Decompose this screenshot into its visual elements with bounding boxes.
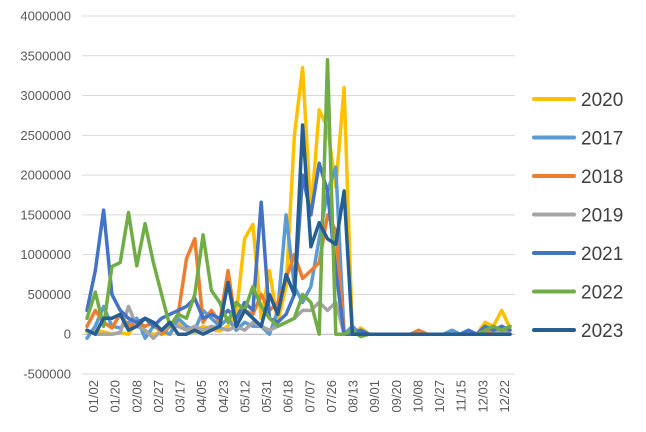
y-tick-label: -500000 bbox=[23, 367, 71, 382]
x-tick-label: 01/02 bbox=[86, 380, 101, 413]
x-tick-label: 07/26 bbox=[324, 380, 339, 413]
x-tick-label: 02/27 bbox=[151, 380, 166, 413]
x-tick-label: 09/01 bbox=[367, 380, 382, 413]
legend-label-2017: 2017 bbox=[581, 129, 623, 150]
y-tick-label: 2500000 bbox=[20, 128, 71, 143]
legend-label-2020: 2020 bbox=[581, 90, 623, 111]
x-tick-label: 04/23 bbox=[216, 380, 231, 413]
series-line-2023 bbox=[85, 123, 512, 336]
x-tick-label: 08/13 bbox=[346, 380, 361, 413]
x-tick-label: 05/31 bbox=[259, 380, 274, 413]
x-tick-label: 10/27 bbox=[432, 380, 447, 413]
x-tick-label: 01/20 bbox=[108, 380, 123, 413]
series-lines bbox=[85, 58, 512, 340]
legend-label-2019: 2019 bbox=[581, 206, 623, 227]
x-tick-label: 12/22 bbox=[497, 380, 512, 413]
y-tick-label: 1500000 bbox=[20, 207, 71, 222]
legend-label-2022: 2022 bbox=[581, 283, 623, 304]
y-tick-label: 3500000 bbox=[20, 48, 71, 63]
x-tick-label: 11/15 bbox=[454, 380, 469, 412]
x-tick-label: 02/08 bbox=[129, 380, 144, 413]
y-tick-labels: -500000 0 500000 1000000 1500000 2000000 25000… bbox=[20, 9, 71, 382]
y-tick-label: 4000000 bbox=[20, 9, 71, 24]
x-tick-labels: 01/02 01/20 02/08 02/27 03/17 04/05 04/23 05/12… bbox=[86, 380, 512, 413]
legend-label-2021: 2021 bbox=[581, 244, 623, 265]
x-tick-label: 12/03 bbox=[475, 380, 490, 413]
y-tick-label: 1000000 bbox=[20, 247, 71, 262]
legend-label-2023: 2023 bbox=[581, 321, 623, 342]
y-tick-label: 3000000 bbox=[20, 88, 71, 103]
x-tick-label: 04/05 bbox=[194, 380, 209, 413]
x-tick-label: 05/12 bbox=[237, 380, 252, 413]
x-tick-label: 09/20 bbox=[389, 380, 404, 413]
y-tick-label: 2000000 bbox=[20, 168, 71, 183]
legend-label-2018: 2018 bbox=[581, 167, 623, 188]
y-tick-label: 500000 bbox=[28, 287, 71, 302]
x-tick-label: 07/07 bbox=[302, 380, 317, 413]
x-tick-label: 10/08 bbox=[411, 380, 426, 413]
y-tick-label: 0 bbox=[64, 327, 71, 342]
legend: 2020 2017 2018 2019 2021 2022 2023 bbox=[532, 90, 623, 342]
x-tick-label: 03/17 bbox=[173, 380, 188, 413]
x-tick-label: 06/18 bbox=[281, 380, 296, 413]
